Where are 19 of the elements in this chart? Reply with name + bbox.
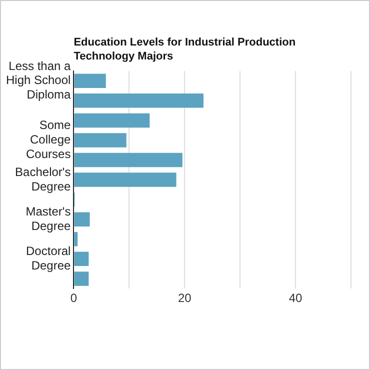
x-tick-label: 40	[288, 291, 303, 306]
bar	[74, 172, 176, 187]
y-tick-label: Master's Degree	[26, 204, 72, 233]
bar	[74, 272, 89, 286]
bar	[74, 94, 204, 108]
bar	[74, 152, 182, 168]
x-tick-label: 0	[70, 291, 78, 306]
bar	[74, 212, 90, 226]
bar	[74, 252, 89, 266]
x-tick-label: 20	[178, 291, 192, 306]
y-tick-label: Doctoral Degree	[26, 244, 72, 272]
bar	[74, 74, 106, 88]
bar	[74, 232, 78, 246]
y-tick-label: Bachelor's Degree	[15, 164, 72, 194]
y-tick-label: Some College Courses	[26, 118, 72, 161]
y-tick-label: Less than a High School Diploma	[6, 58, 72, 102]
bar	[74, 113, 150, 128]
chart-title: Education Levels for Industrial Production Technology Majors	[74, 36, 296, 63]
bar	[74, 133, 126, 148]
